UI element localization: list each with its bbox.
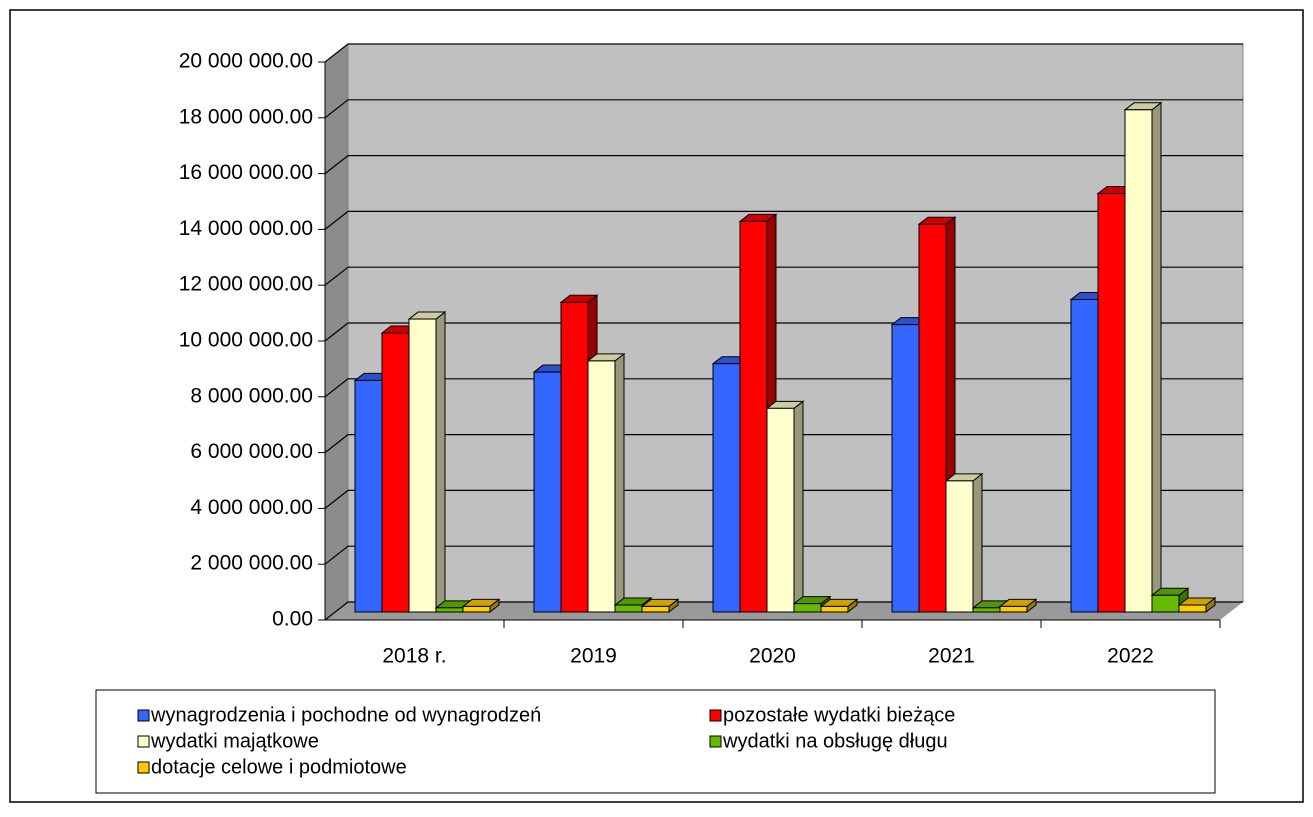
bar-face	[560, 301, 589, 613]
bar	[998, 598, 1038, 614]
bar-face	[1151, 594, 1180, 613]
x-tick-label: 2020	[749, 645, 796, 668]
bar	[586, 352, 626, 614]
bar-face	[712, 363, 741, 613]
bar-face	[587, 360, 616, 613]
bar-face	[381, 332, 410, 613]
bar	[1123, 101, 1163, 614]
bar	[640, 598, 680, 614]
bar-face	[641, 605, 670, 613]
bar	[819, 598, 859, 614]
x-tick-label: 2018 r.	[382, 645, 446, 668]
grid-line	[324, 99, 1243, 119]
bar-face	[435, 607, 464, 613]
bar	[1150, 587, 1190, 614]
bar	[1177, 597, 1217, 614]
grid-line	[324, 155, 1243, 175]
bar-face	[739, 220, 768, 613]
bar-face	[945, 480, 974, 613]
bar-face	[793, 400, 804, 614]
bar-face	[533, 371, 562, 613]
legend-marker	[709, 709, 722, 722]
y-tick-label: 14 000 000.00	[179, 217, 313, 240]
legend-label: wydatki majątkowe	[150, 730, 319, 752]
legend-label: wydatki na obsługę długu	[722, 730, 948, 752]
x-tick-label: 2021	[928, 645, 975, 668]
y-tick-label: 0.00	[272, 608, 313, 631]
y-tick-label: 6 000 000.00	[190, 440, 313, 463]
y-tick-label: 4 000 000.00	[190, 496, 313, 519]
legend-label: dotacje celowe i podmiotowe	[151, 756, 407, 778]
x-tick-label: 2022	[1107, 645, 1154, 668]
bar-face	[408, 318, 437, 613]
bar	[917, 216, 957, 614]
y-tick-label: 2 000 000.00	[190, 552, 313, 575]
legend-marker	[709, 735, 722, 748]
legend-marker	[137, 735, 150, 748]
bar-face	[891, 324, 920, 613]
bar-face	[1178, 604, 1207, 613]
grid-line	[324, 43, 1243, 63]
bar-face	[1151, 101, 1162, 614]
bar-face	[435, 311, 446, 614]
y-tick-label: 8 000 000.00	[190, 384, 313, 407]
bar	[461, 598, 501, 614]
legend-label: wynagrodzenia i pochodne od wynagrodzeń	[150, 704, 541, 726]
bar-face	[462, 605, 491, 613]
bar-face	[972, 472, 983, 614]
y-tick-label: 10 000 000.00	[179, 329, 313, 352]
y-tick-label: 18 000 000.00	[179, 105, 313, 128]
bar-face	[793, 603, 822, 613]
bar-face	[918, 223, 947, 613]
bar	[407, 311, 447, 614]
bar-face	[1070, 299, 1099, 613]
bar-face	[354, 379, 383, 613]
bar-face	[820, 605, 849, 613]
bar	[944, 472, 984, 614]
legend-marker	[137, 709, 150, 722]
y-tick-label: 12 000 000.00	[179, 273, 313, 296]
grid-line	[324, 210, 1243, 230]
legend-marker	[137, 761, 150, 774]
bar	[765, 400, 805, 614]
bar-face	[766, 407, 795, 613]
y-tick-label: 16 000 000.00	[179, 161, 313, 184]
bar-face	[1124, 109, 1153, 613]
legend-label: pozostałe wydatki bieżące	[723, 704, 955, 726]
y-tick-label: 20 000 000.00	[179, 50, 313, 73]
bar-face	[999, 605, 1028, 613]
x-tick-label: 2019	[570, 645, 617, 668]
bar-face	[1097, 193, 1126, 613]
bar-face	[614, 352, 625, 614]
bar-face	[972, 607, 1001, 613]
bar-face	[614, 604, 643, 613]
legend-box	[95, 689, 1216, 794]
